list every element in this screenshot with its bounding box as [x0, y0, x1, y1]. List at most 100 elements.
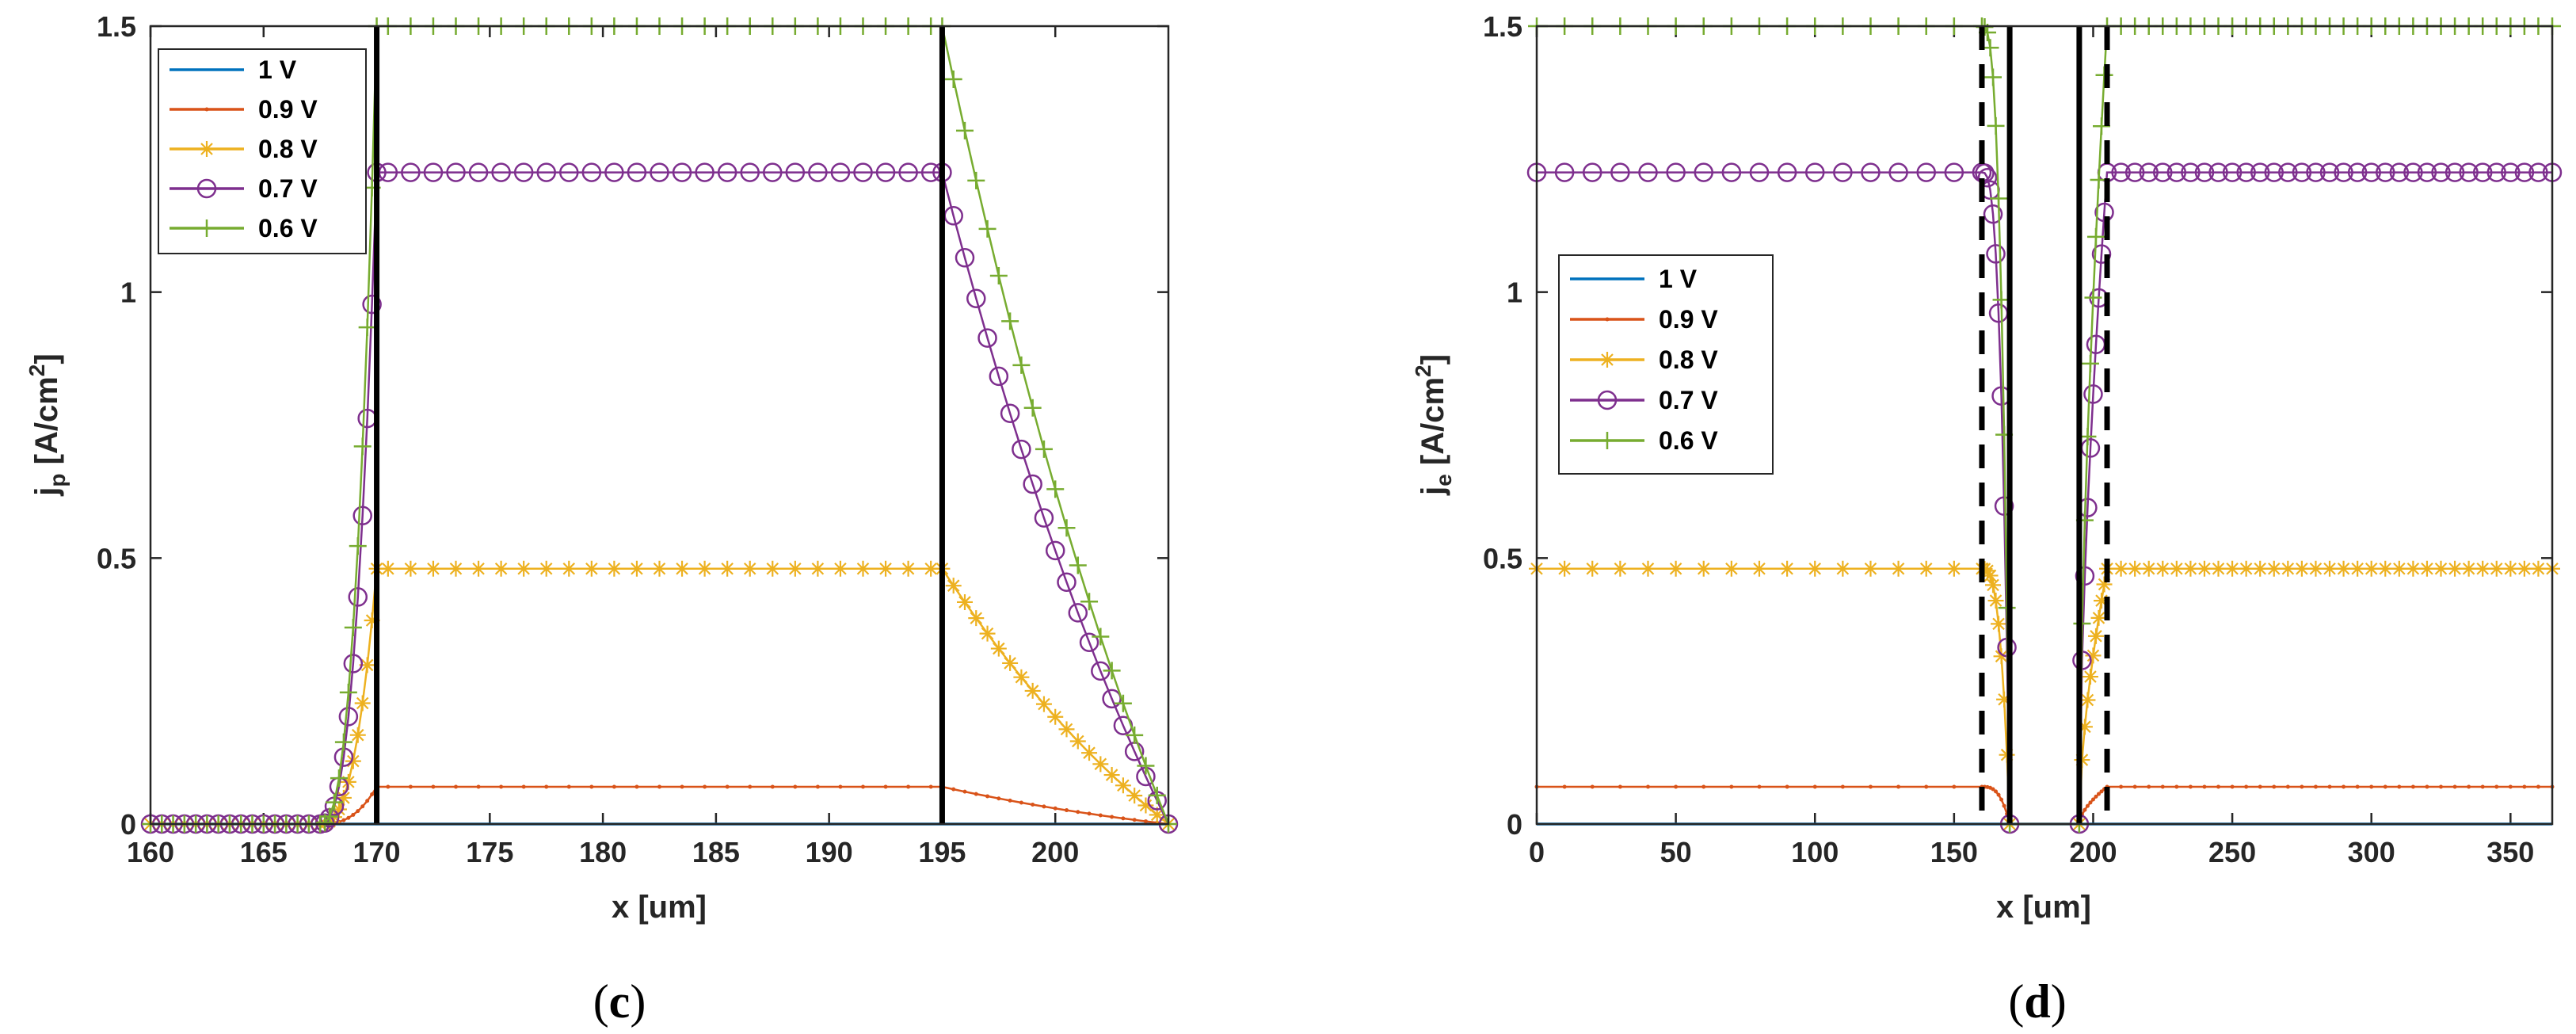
data-point: [1012, 356, 1031, 374]
data-point: [604, 162, 624, 182]
panel-caption-d: (d): [2008, 975, 2066, 1028]
data-point: [1092, 628, 1110, 646]
data-point: [2094, 593, 2109, 609]
data-point: [1031, 802, 1035, 807]
data-point: [1114, 694, 1132, 712]
data-point: [2272, 784, 2277, 789]
data-point: [1723, 560, 1740, 577]
data-point: [349, 727, 366, 743]
data-point: [471, 560, 487, 577]
data-point: [2285, 784, 2290, 789]
data-point: [2377, 560, 2394, 577]
series-0-8-V: [1529, 560, 2560, 832]
data-point: [358, 319, 376, 337]
legend-label: 0.7 V: [258, 174, 318, 203]
series-0-9-V: [1534, 784, 2555, 826]
data-point: [345, 753, 361, 769]
data-point: [1053, 806, 1057, 811]
data-point: [1034, 508, 1054, 528]
data-point: [680, 784, 684, 789]
data-point: [978, 219, 996, 238]
data-point: [340, 773, 356, 790]
legend-entry: 1 V: [1570, 265, 1698, 293]
data-point: [344, 619, 362, 637]
data-point: [1993, 648, 2010, 665]
data-point: [634, 784, 639, 789]
data-point: [2166, 162, 2187, 182]
data-point: [2258, 784, 2262, 789]
data-point: [1729, 784, 1734, 789]
data-point: [1833, 162, 1853, 182]
legend-label: 0.8 V: [258, 135, 318, 163]
boundary-lines-c: [374, 26, 945, 824]
legend-entry: 0.6 V: [1570, 426, 1718, 455]
y-axis-label-c: jp [A/cm2]: [25, 353, 70, 496]
data-point: [1092, 756, 1109, 773]
data-point: [2472, 162, 2493, 182]
data-point: [356, 809, 360, 814]
data-point: [810, 560, 826, 577]
data-point: [2433, 560, 2449, 577]
data-point: [957, 593, 973, 610]
data-point: [1149, 807, 1165, 823]
data-point: [1126, 726, 1144, 744]
legend-entry: 0.9 V: [170, 95, 318, 124]
data-point: [2079, 692, 2096, 708]
data-point: [2452, 784, 2457, 789]
data-point: [1069, 733, 1086, 750]
data-point: [330, 769, 348, 788]
data-point: [703, 784, 707, 789]
data-point: [967, 171, 985, 189]
data-point: [832, 560, 848, 577]
data-point: [1087, 811, 1092, 816]
legend-box-c: [158, 48, 367, 254]
data-point: [1590, 784, 1595, 789]
data-point: [808, 162, 828, 182]
data-point: [725, 784, 730, 789]
data-point: [2090, 797, 2095, 802]
data-point: [538, 560, 554, 577]
data-point: [2083, 384, 2103, 404]
data-point: [1081, 745, 1098, 761]
data-point: [1143, 819, 1148, 824]
x-tick-label: 50: [1660, 836, 1692, 868]
data-point: [2403, 162, 2423, 182]
data-point: [2313, 784, 2318, 789]
data-point: [951, 787, 956, 792]
data-point: [1861, 162, 1881, 182]
data-point: [861, 784, 865, 789]
data-point: [1554, 162, 1575, 182]
data-point: [1666, 162, 1686, 182]
boundary-lines-d: [1979, 26, 2110, 824]
legend-marker: [199, 141, 215, 157]
data-point: [559, 162, 579, 182]
data-point: [1862, 560, 1879, 577]
data-point: [990, 640, 1007, 657]
data-point: [2086, 227, 2105, 246]
data-point: [468, 162, 489, 182]
data-point: [1046, 480, 1065, 498]
data-point: [2073, 615, 2091, 633]
data-point: [1924, 784, 1929, 789]
data-point: [2252, 560, 2269, 577]
panel-caption-c: (c): [593, 975, 646, 1028]
data-point: [1779, 560, 1796, 577]
data-point: [2075, 566, 2095, 586]
data-point: [1985, 577, 2002, 593]
data-point: [1980, 563, 1995, 579]
legend-c: 1 V 0.9 V 0.8 V 0.7 V 0.6 V: [158, 48, 367, 254]
data-point: [2307, 560, 2324, 577]
legend-marker: [1597, 390, 1618, 410]
x-tick-label: 170: [353, 836, 401, 868]
data-point: [1098, 813, 1103, 818]
data-point: [2280, 560, 2296, 577]
data-point: [1612, 560, 1629, 577]
data-point: [956, 121, 974, 139]
data-point: [2082, 669, 2098, 685]
data-point: [2293, 560, 2310, 577]
data-point: [657, 784, 661, 789]
legend-marker: [1599, 432, 1616, 449]
data-point: [2425, 784, 2429, 789]
data-point: [989, 366, 1009, 387]
